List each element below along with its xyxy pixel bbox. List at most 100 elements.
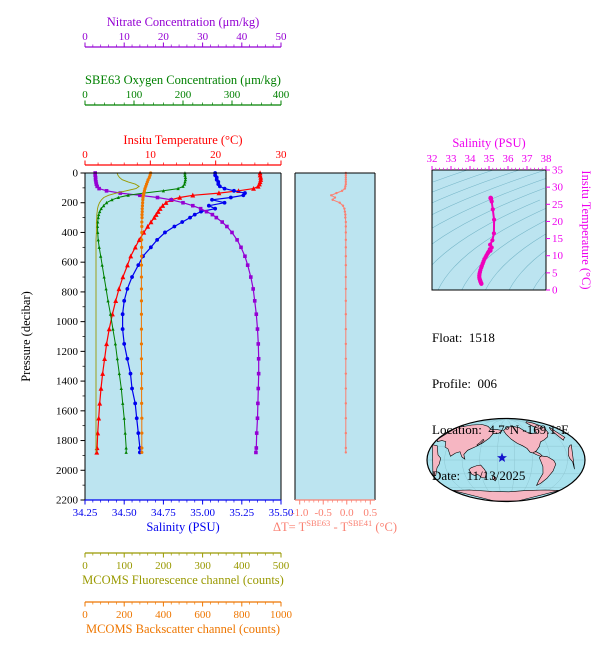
marker-circle [140, 238, 144, 242]
axis-tick-label: 300 [194, 560, 211, 572]
marker-triangle [104, 341, 109, 347]
ts-y-title: Insitu Temperature (°C) [579, 170, 593, 289]
axis-title-oxygen: SBE63 Oxygen Concentration (μm/kg) [85, 73, 281, 87]
marker-square [220, 220, 224, 224]
marker-square [254, 450, 258, 455]
axis-title-delta-t: ΔT= TSBE63 - TSBE41 (°C) [273, 518, 397, 534]
map-outline [426, 417, 586, 503]
marker-circle [344, 180, 348, 184]
axis-tick-label: 34.75 [151, 507, 176, 519]
marker-triangle [148, 219, 154, 225]
marker-circle [122, 342, 127, 346]
density-contour [485, 233, 546, 290]
ts-y-tick-label: 5 [552, 267, 558, 279]
series-backscatter [139, 171, 153, 455]
marker-circle [333, 196, 337, 199]
marker-square [239, 245, 243, 250]
marker-triangle [120, 274, 126, 280]
marker-triangle [251, 185, 256, 191]
marker-circle [136, 431, 141, 436]
axis-tick-label: 0 [82, 31, 88, 43]
continent-japan [476, 438, 485, 447]
marker-circle [120, 312, 125, 317]
marker-triangle [182, 182, 187, 186]
marker-square [204, 209, 209, 214]
marker-circle [338, 201, 341, 204]
marker-circle [341, 204, 345, 207]
marker-circle [344, 231, 348, 234]
marker-circle [139, 357, 144, 361]
marker-circle [172, 224, 177, 229]
axis-tick-label: 35.25 [229, 507, 254, 519]
axis-tick-label: -1.0 [291, 507, 309, 519]
pressure-axis-title: Pressure (decibar) [19, 291, 33, 382]
series-salinity [120, 171, 247, 455]
marker-triangle [116, 286, 122, 292]
axis-temperature: 0 10 20 30 Insitu Temperature (°C) [82, 133, 287, 166]
axis-tick-label: -0.5 [315, 507, 333, 519]
title-part: ΔT= T [273, 520, 307, 534]
marker-triangle [115, 356, 119, 361]
ts-marker [489, 199, 494, 204]
marker-triangle [111, 327, 115, 331]
marker-triangle [163, 200, 169, 205]
marker-triangle [145, 223, 151, 229]
marker-square [254, 446, 259, 450]
marker-circle [344, 431, 348, 435]
marker-circle [140, 215, 144, 220]
marker-circle [140, 386, 144, 391]
marker-triangle [102, 275, 106, 279]
axis-tick-label: 10 [145, 149, 157, 161]
marker-circle [140, 224, 144, 229]
marker-triangle [98, 209, 102, 214]
marker-circle [139, 299, 144, 303]
marker-circle [344, 185, 347, 188]
pressure-tick-label: 1200 [56, 346, 79, 358]
axis-tick-label: 0 [82, 609, 88, 621]
title-part: (°C) [372, 520, 397, 534]
marker-circle [340, 189, 344, 193]
axis-tick-label: 30 [197, 31, 209, 43]
marker-circle [128, 371, 133, 376]
marker-square [230, 230, 234, 235]
axis-tick-label: 200 [175, 89, 192, 101]
ts-x-title: Salinity (PSU) [452, 136, 525, 150]
marker-circle [125, 287, 130, 291]
marker-triangle [98, 385, 104, 391]
axis-oxygen: 0 100 200 300 400 SBE63 Oxygen Concentration … [82, 73, 290, 106]
marker-circle [343, 207, 346, 210]
series-delta-t [330, 171, 348, 454]
title-part: SBE63 [306, 518, 330, 528]
marker-circle [140, 416, 144, 420]
marker-triangle [104, 200, 109, 205]
marker-square [254, 312, 259, 317]
marker-circle [344, 451, 348, 454]
marker-square [256, 356, 261, 361]
ts-curve [477, 195, 497, 286]
marker-square [243, 254, 247, 259]
density-contour [432, 187, 545, 245]
axis-tick-label: 40 [236, 31, 248, 43]
marker-triangle [117, 371, 121, 376]
main-panel-background [85, 173, 281, 500]
marker-triangle [101, 203, 106, 208]
marker-triangle [121, 401, 125, 405]
continent-europe_right [548, 427, 566, 441]
ts-x-tick-label: 36 [503, 153, 515, 165]
map-land [432, 421, 575, 502]
marker-triangle [96, 238, 100, 242]
marker-triangle [122, 416, 126, 420]
marker-square [191, 203, 195, 208]
axis-title-nitrate: Nitrate Concentration (μm/kg) [107, 15, 260, 29]
marker-square [225, 224, 229, 229]
marker-triangle [123, 431, 127, 435]
continent-new_zealand [492, 475, 497, 482]
marker-triangle [99, 254, 103, 258]
marker-triangle [110, 197, 114, 202]
pressure-tick-label: 0 [73, 168, 79, 180]
axis-title-backscatter: MCOMS Backscatter channel (counts) [86, 622, 280, 636]
axis-nitrate: 0 10 20 30 40 50 Nitrate Concentration (μm/kg) [82, 15, 287, 48]
marker-circle [344, 225, 348, 228]
series-nitrate [93, 171, 261, 455]
